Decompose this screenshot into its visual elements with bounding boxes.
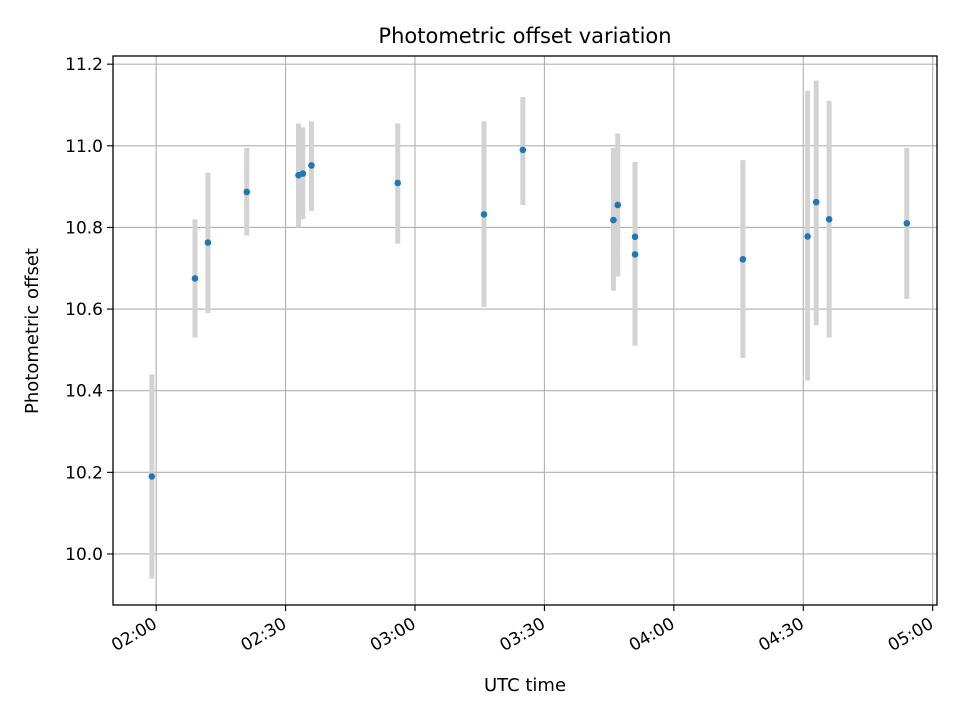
y-tick-label: 10.0	[65, 545, 103, 565]
point-layer	[148, 146, 911, 480]
data-point	[812, 198, 820, 206]
grid-layer	[113, 56, 937, 605]
data-point	[614, 201, 622, 209]
chart-title: Photometric offset variation	[378, 24, 671, 48]
data-point	[480, 211, 488, 218]
data-point	[148, 473, 156, 480]
y-tick-label: 10.4	[65, 382, 103, 402]
data-point	[804, 233, 811, 240]
data-point	[610, 216, 617, 224]
y-tick-label: 11.0	[65, 137, 103, 157]
data-point	[519, 146, 527, 154]
data-point	[308, 162, 315, 169]
y-tick-label: 11.2	[65, 55, 103, 75]
data-point	[243, 188, 251, 196]
y-tick-label: 10.6	[65, 300, 103, 320]
data-point	[739, 255, 747, 263]
data-point	[631, 233, 639, 241]
data-point	[394, 179, 402, 187]
data-point	[631, 251, 639, 258]
data-point	[191, 275, 199, 282]
y-tick-label: 10.2	[65, 463, 103, 483]
data-point	[903, 220, 911, 227]
y-axis-label: Photometric offset	[22, 248, 43, 414]
data-point	[299, 170, 307, 177]
plot-frame	[112, 55, 938, 606]
x-axis-label: UTC time	[484, 675, 566, 696]
data-point	[825, 215, 833, 223]
y-tick-label: 10.8	[65, 218, 103, 238]
data-point	[204, 239, 212, 246]
